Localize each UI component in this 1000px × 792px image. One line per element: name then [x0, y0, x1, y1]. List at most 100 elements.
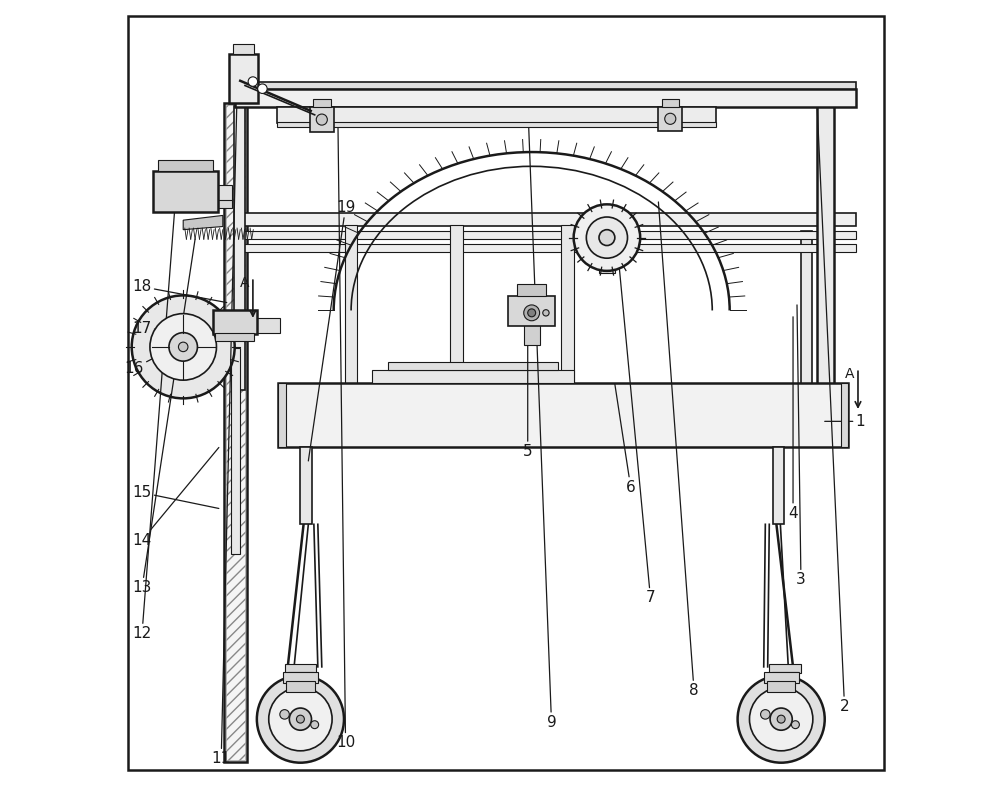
Bar	[224, 103, 247, 762]
Text: 16: 16	[124, 350, 169, 375]
Text: 18: 18	[132, 280, 227, 303]
Bar	[285, 664, 316, 673]
Text: 6: 6	[615, 384, 636, 494]
Bar	[218, 200, 232, 208]
Bar	[215, 333, 254, 341]
Bar	[288, 672, 313, 681]
Bar	[767, 681, 795, 692]
Circle shape	[524, 305, 540, 321]
Bar	[801, 231, 812, 390]
Circle shape	[289, 708, 312, 730]
Bar	[599, 261, 615, 273]
Bar	[277, 107, 716, 123]
Bar	[278, 383, 848, 447]
Bar	[235, 89, 856, 107]
Bar	[772, 672, 798, 681]
Circle shape	[316, 114, 327, 125]
Circle shape	[749, 687, 813, 751]
Bar	[278, 383, 286, 447]
Circle shape	[665, 113, 676, 124]
Text: 15: 15	[132, 485, 219, 508]
Bar	[313, 99, 331, 107]
Bar	[310, 107, 334, 132]
Circle shape	[178, 342, 188, 352]
Bar	[158, 160, 213, 171]
Bar	[561, 225, 574, 390]
Bar	[450, 225, 463, 390]
Text: 14: 14	[132, 447, 219, 547]
Text: 7: 7	[617, 246, 655, 605]
Bar	[449, 395, 464, 406]
Bar	[235, 82, 856, 89]
Bar	[662, 99, 679, 107]
Bar	[388, 362, 558, 370]
Circle shape	[258, 84, 267, 93]
Text: 19: 19	[308, 200, 355, 461]
Text: 2: 2	[817, 99, 849, 714]
Bar	[841, 383, 848, 447]
Bar	[559, 395, 575, 406]
Circle shape	[791, 721, 799, 729]
Circle shape	[132, 295, 235, 398]
Circle shape	[257, 676, 344, 763]
Bar	[445, 386, 468, 396]
Circle shape	[574, 204, 640, 271]
Bar	[508, 296, 555, 326]
Circle shape	[528, 309, 536, 317]
Bar	[340, 386, 362, 396]
Bar	[345, 225, 357, 390]
Bar	[773, 447, 784, 524]
Bar	[658, 107, 682, 131]
Bar	[233, 44, 254, 54]
Text: 10: 10	[336, 98, 355, 750]
Bar	[226, 105, 245, 760]
Circle shape	[248, 77, 258, 86]
Bar	[300, 447, 312, 524]
Circle shape	[761, 710, 770, 719]
Bar	[218, 185, 232, 202]
Text: 11: 11	[212, 93, 237, 766]
Text: 9: 9	[528, 101, 556, 729]
Bar	[277, 122, 716, 127]
Circle shape	[269, 687, 332, 751]
Bar	[764, 672, 799, 683]
Text: 12: 12	[132, 202, 175, 641]
Bar	[213, 310, 257, 334]
Circle shape	[599, 230, 615, 246]
Text: 8: 8	[658, 202, 699, 698]
Text: 1: 1	[825, 414, 865, 428]
Circle shape	[777, 715, 785, 723]
Bar	[283, 672, 318, 683]
Circle shape	[586, 217, 628, 258]
Bar	[343, 395, 359, 406]
Circle shape	[770, 708, 792, 730]
Bar	[235, 244, 856, 252]
Bar	[517, 284, 546, 296]
Circle shape	[296, 715, 304, 723]
Text: 5: 5	[523, 345, 533, 459]
Bar	[234, 106, 245, 390]
Circle shape	[311, 721, 319, 729]
Text: 17: 17	[132, 322, 213, 336]
Bar	[235, 213, 856, 226]
Text: A: A	[239, 276, 249, 290]
Bar	[231, 348, 240, 554]
Bar	[372, 370, 574, 383]
Bar	[235, 231, 856, 239]
Polygon shape	[183, 215, 223, 230]
Bar	[247, 318, 280, 333]
Circle shape	[738, 676, 825, 763]
Bar	[229, 54, 258, 103]
Bar	[153, 171, 218, 212]
Bar	[524, 322, 540, 345]
Bar	[817, 106, 834, 390]
Text: 4: 4	[788, 317, 798, 520]
Bar	[556, 386, 578, 396]
Circle shape	[280, 710, 289, 719]
Bar	[286, 681, 315, 692]
Bar	[769, 664, 801, 673]
Text: 3: 3	[796, 305, 806, 587]
Text: 13: 13	[132, 239, 195, 595]
Text: A: A	[845, 367, 854, 381]
Circle shape	[543, 310, 549, 316]
